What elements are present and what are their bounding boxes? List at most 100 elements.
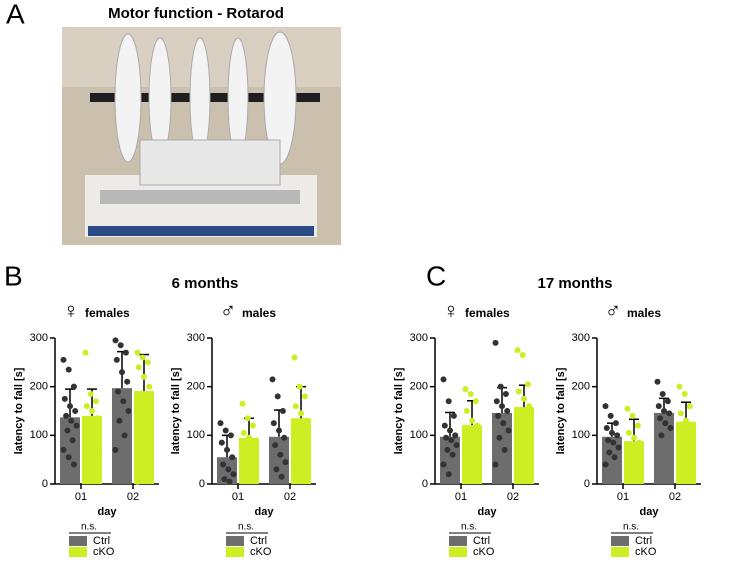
data-point [463,408,470,414]
y-tick-label: 100 [410,429,428,441]
data-point [301,393,308,400]
data-point [659,390,666,397]
data-point [514,442,521,449]
data-point [121,432,128,439]
data-point [683,417,689,424]
data-point [445,471,452,478]
x-tick-label: 02 [507,491,519,503]
data-point [70,461,77,468]
data-point [70,383,77,390]
data-point [65,454,72,461]
data-point [68,417,75,424]
data-point [614,432,621,439]
panel-label: A [6,0,25,29]
data-point [91,451,98,458]
data-point [632,451,639,458]
x-tick-label: 01 [232,491,244,503]
data-point [144,359,151,366]
data-point [467,390,474,397]
data-point [475,437,482,444]
data-point [497,383,504,390]
data-point [517,408,524,414]
bar [676,421,696,484]
data-point [142,403,149,410]
bar [134,391,154,484]
legend-swatch [69,547,87,557]
data-point [226,478,233,485]
data-point [112,337,119,344]
data-point [251,442,258,449]
data-point [117,342,124,349]
data-point [272,442,279,449]
data-point [279,408,286,414]
data-point [492,461,499,468]
data-point [631,434,637,441]
data-point [615,444,622,451]
data-point [273,466,280,473]
legend-label: cKO [473,546,495,557]
data-point [276,427,282,434]
data-point [122,349,129,356]
data-point [73,422,80,429]
data-point [138,432,145,439]
data-point [493,398,500,405]
x-tick-label: 01 [617,491,629,503]
data-point [116,417,123,424]
data-point [502,390,509,397]
y-tick-label: 200 [572,381,590,393]
data-point [300,473,307,480]
significance: n.s. [623,522,639,533]
data-point [609,429,615,436]
data-point [449,451,456,458]
data-point [518,422,525,429]
data-point [274,393,281,400]
y-tick-label: 100 [572,429,590,441]
legend-label: Ctrl [250,535,267,547]
data-point [465,427,472,434]
x-axis-label: day [478,506,498,518]
y-axis-label: latency to fall [s] [555,367,567,454]
y-tick-label: 200 [187,381,205,393]
data-point [249,422,256,429]
chart-symbol: ♀ [443,298,460,323]
data-point [225,466,232,473]
data-point [637,459,644,466]
data-point [137,393,144,400]
data-point [244,415,251,422]
x-tick-label: 01 [455,491,467,503]
data-point [688,422,695,429]
data-point [139,354,146,361]
data-point [295,466,302,473]
chart-title: females [85,306,130,320]
data-point [269,376,276,383]
data-point [299,437,306,444]
panel-title: Motor function - Rotarod [108,5,284,22]
data-point [147,417,154,424]
data-point [61,395,68,402]
x-axis-label: day [255,506,275,518]
data-point [605,437,612,444]
data-point [515,388,522,395]
data-point [523,432,530,439]
data-point [72,408,79,414]
data-point [680,451,687,458]
data-point [662,420,669,427]
data-point [676,383,683,390]
data-point [689,442,696,449]
data-point [222,427,229,434]
chart-symbol: ♀ [63,298,80,323]
data-point [499,403,505,410]
data-point [522,412,529,419]
data-point [143,451,150,458]
data-point [85,422,92,429]
data-point [524,381,531,388]
significance: n.s. [238,522,254,533]
data-point [625,429,632,436]
legend-label: Ctrl [473,535,490,547]
data-point [664,398,671,405]
data-point [679,427,686,434]
data-point [496,434,503,441]
data-point [115,388,122,395]
data-point [83,403,90,410]
legend-swatch [449,536,467,546]
